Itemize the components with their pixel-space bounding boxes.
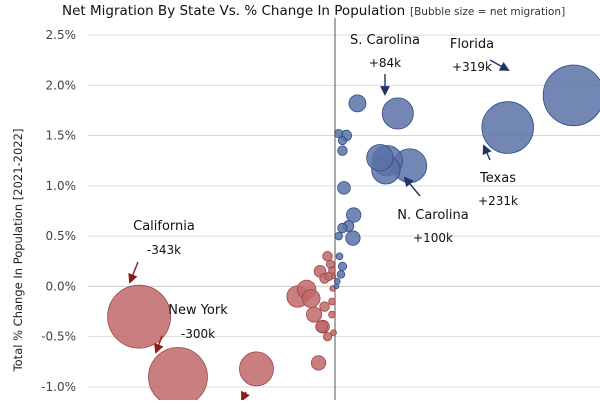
- bubble: [322, 332, 333, 342]
- bubble: [334, 128, 344, 139]
- bubble: [346, 207, 362, 223]
- bubble: [337, 181, 351, 195]
- arrow-n-carolina: [403, 176, 421, 197]
- bubble: [310, 355, 327, 371]
- bubble: [333, 278, 341, 285]
- bubble: [301, 289, 321, 308]
- bubble: [337, 145, 348, 156]
- bubble: [337, 222, 348, 234]
- bubble: [330, 273, 337, 280]
- arrow-new-york: [154, 335, 164, 354]
- arrow-florida: [489, 59, 510, 71]
- annotation-label-california: California: [133, 219, 195, 234]
- annotation-label-n-carolina: N. Carolina: [397, 208, 468, 223]
- y-tick-label: -0.5%: [41, 330, 76, 344]
- bubble-texas: [481, 101, 534, 154]
- y-tick-label: 2.5%: [46, 28, 77, 42]
- bubble: [328, 310, 336, 319]
- annotation-label-florida: Florida: [450, 37, 494, 52]
- bubble: [315, 320, 328, 333]
- bubble-s-carolina: [381, 97, 414, 130]
- y-tick-label: 0.5%: [46, 229, 77, 243]
- y-tick-label: 2.0%: [46, 78, 77, 92]
- bubble: [328, 297, 336, 306]
- bubbles: [107, 64, 600, 404]
- bubble: [319, 301, 330, 312]
- bubble-new-york: [148, 347, 208, 404]
- annotation-label-s-carolina: S. Carolina: [350, 33, 420, 48]
- bubble: [330, 329, 337, 337]
- y-tick-labels: 2.5% 2.0% 1.5% 1.0% 0.5% 0.0% -0.5% -1.0%: [41, 28, 76, 394]
- y-tick-label: 0.0%: [46, 279, 77, 293]
- bubble: [334, 231, 343, 241]
- bubble: [366, 144, 394, 172]
- annotation-value-florida: +319k: [452, 60, 492, 74]
- arrow-california: [128, 261, 139, 284]
- annotation-label-texas: Texas: [479, 171, 516, 186]
- bubble: [337, 136, 348, 146]
- bubble: [306, 306, 323, 323]
- arrow-texas: [482, 144, 492, 161]
- annotation-value-new-york: -300k: [181, 327, 215, 341]
- annotation-value-texas: +231k: [478, 194, 518, 208]
- bubble: [337, 261, 348, 271]
- arrow-bottom: [241, 390, 250, 402]
- bubble: [333, 283, 340, 290]
- bubble: [239, 351, 274, 387]
- y-tick-label: 1.5%: [46, 129, 77, 143]
- bubble-california: [107, 284, 171, 349]
- bubble: [335, 252, 344, 261]
- chart-title: Net Migration By State Vs. % Change In P…: [62, 3, 405, 19]
- y-tick-label: -1.0%: [41, 380, 76, 394]
- annotation-value-n-carolina: +100k: [413, 231, 453, 245]
- bubble: [345, 230, 361, 246]
- bubble-florida: [542, 64, 600, 127]
- annotation-value-s-carolina: +84k: [369, 56, 401, 70]
- y-axis-label: Total % Change In Population [2021-2022]: [11, 129, 25, 373]
- bubble: [336, 270, 346, 279]
- chart-subtitle: [Bubble size = net migration]: [410, 6, 565, 18]
- annotation-value-california: -343k: [147, 243, 181, 257]
- bubble: [348, 94, 367, 113]
- annotations: S. Carolina +84k Florida +319k Texas +23…: [133, 33, 518, 341]
- y-tick-label: 1.0%: [46, 179, 77, 193]
- bubble: [322, 251, 333, 262]
- annotation-label-new-york: New York: [168, 303, 228, 318]
- annotation-arrows: [128, 59, 510, 402]
- bubble: [328, 266, 336, 275]
